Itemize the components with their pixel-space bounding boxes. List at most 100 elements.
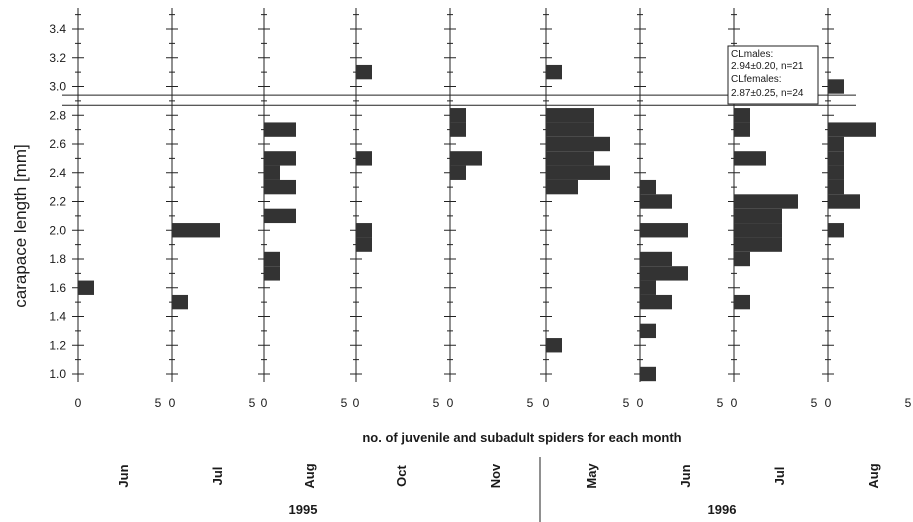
x-tick-label: 5 [811,396,818,410]
month-label-jun-1996: Jun [678,464,693,487]
bar-nov-1995-2.4 [450,165,466,180]
bar-oct-1995-2.5 [356,151,372,166]
bar-jun-1996-2.3 [640,179,656,195]
bar-jul-1996-2.8 [734,108,750,123]
month-labels-group: Jun Jul Aug Oct Nov May Jun Jul Aug [116,463,881,489]
annotation-box: CLmales: 2.94±0.20, n=21 CLfemales: 2.87… [727,45,819,105]
annotation-line-3: CLfemales: [731,74,782,85]
x-tick-label: 5 [717,396,724,410]
bar-aug-1995-2.7 [264,122,296,137]
x-tick-label: 0 [731,396,738,410]
y-tick-label: 2.4 [49,166,66,180]
x-tick-label: 0 [353,396,360,410]
bar-jul-1995-2.0 [172,223,220,238]
annotation-box-frame [727,45,819,105]
x-tick-label: 5 [527,396,534,410]
bar-aug-1996-3.0 [828,79,844,94]
month-label-jun-1995: Jun [116,464,131,487]
bar-jun-1996-2.0 [640,223,688,238]
bar-aug-1995-1.7 [264,266,280,281]
x-tick-label: 0 [261,396,268,410]
reference-lines-group [62,94,856,106]
bar-aug-1996-2.5 [828,151,844,166]
bar-aug-1995-2.4 [264,165,280,180]
y-tick-label: 1.8 [49,252,66,266]
bar-may-1996-2.6 [546,136,610,152]
bar-jul-1996-1.5 [734,294,750,310]
y-tick-label: 2.0 [49,223,66,237]
bar-jun-1996-1.5 [640,294,672,310]
y-tick-labels-group: 1.0 1.2 1.4 1.6 1.8 2.0 2.2 2.4 2.6 2.8 3.0 3.2 3.4 [49,22,66,381]
bar-jun-1996-1.8 [640,251,672,267]
bar-may-1996-2.3 [546,179,578,195]
x-tick-label: 0 [825,396,832,410]
x-tick-label: 0 [169,396,176,410]
month-label-nov-1995: Nov [488,463,503,488]
bar-may-1996-1.2 [546,338,562,353]
bar-nov-1995-2.5 [450,151,482,166]
bar-jun-1996-1.6 [640,280,656,295]
bar-jul-1996-2.7 [734,122,750,137]
bar-jul-1995-1.5 [172,294,188,310]
x-tick-label: 0 [543,396,550,410]
x-tick-label: 5 [905,396,912,410]
bar-jul-1996-1.9 [734,237,782,252]
bar-jul-1996-2.5 [734,151,766,166]
month-label-may-1996: May [584,463,599,489]
annotation-line-1: CLmales: [731,49,773,60]
bar-jun-1995-1.6 [78,280,94,295]
y-axis-title: carapace length [mm] [11,144,30,307]
y-tick-label: 1.4 [49,310,66,324]
bar-jul-1996-2.2 [734,194,798,209]
month-label-oct-1995: Oct [394,464,409,486]
y-tick-label: 1.6 [49,281,66,295]
x-axis-title: no. of juvenile and subadult spiders for… [362,430,681,445]
x-tick-label: 5 [249,396,256,410]
x-tick-label: 0 [75,396,82,410]
year-label-1996: 1996 [708,502,737,517]
x-tick-label: 0 [637,396,644,410]
y-tick-label: 2.8 [49,108,66,122]
bar-oct-1995-2.0 [356,223,372,238]
bar-oct-1995-1.9 [356,237,372,252]
x-tick-label: 5 [623,396,630,410]
y-tick-label: 3.4 [49,22,66,36]
bar-may-1996-2.5 [546,151,594,166]
bar-aug-1996-2.0 [828,223,844,238]
y-tick-label: 3.2 [49,51,66,65]
bar-may-1996-3.1 [546,64,562,80]
y-tick-label: 3.0 [49,80,66,94]
bar-jun-1996-1.0 [640,366,656,382]
panel-axes-group [72,8,834,382]
bar-jul-1996-2.1 [734,208,782,224]
bar-jun-1996-1.3 [640,323,656,339]
year-label-1995: 1995 [289,502,318,517]
bar-aug-1995-2.5 [264,151,296,166]
bar-aug-1995-1.8 [264,251,280,267]
month-label-aug-1995: Aug [302,463,317,488]
bar-aug-1996-2.6 [828,136,844,152]
x-tick-label: 5 [155,396,162,410]
bar-jun-1996-2.2 [640,194,672,209]
month-label-jul-1995: Jul [210,467,225,486]
bar-aug-1996-2.3 [828,179,844,195]
bars-group [78,64,876,382]
bar-aug-1996-2.4 [828,165,844,180]
x-tick-label: 5 [433,396,440,410]
bar-oct-1995-3.1 [356,64,372,80]
month-label-aug-1996: Aug [866,463,881,488]
x-tick-label: 0 [447,396,454,410]
bar-aug-1996-2.7 [828,122,876,137]
annotation-line-2: 2.94±0.20, n=21 [731,61,804,72]
bar-aug-1995-2.3 [264,179,296,195]
bar-jun-1996-1.7 [640,266,688,281]
bar-may-1996-2.8 [546,108,594,123]
y-tick-label: 2.2 [49,195,66,209]
bar-jul-1996-2.0 [734,223,782,238]
bar-may-1996-2.7 [546,122,594,137]
bar-aug-1995-2.1 [264,208,296,224]
annotation-line-4: 2.87±0.25, n=24 [731,88,804,99]
y-tick-label: 1.2 [49,338,66,352]
